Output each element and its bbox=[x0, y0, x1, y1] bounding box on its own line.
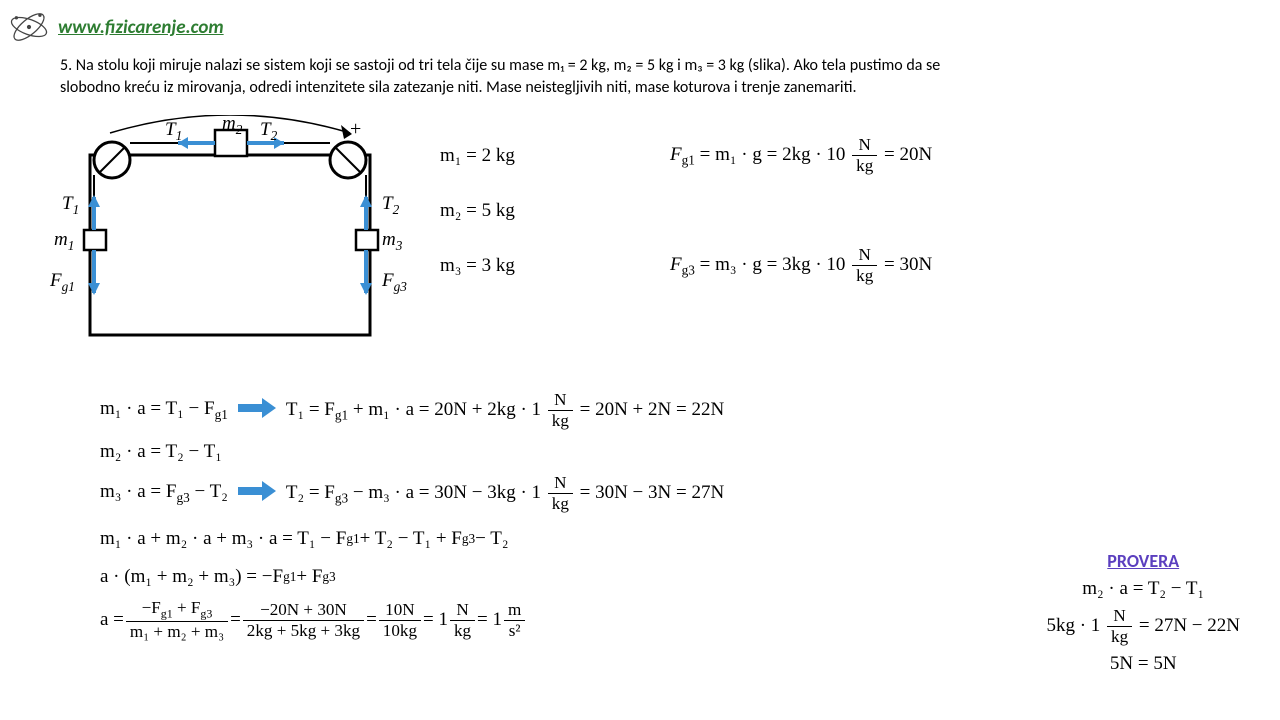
logo-icon bbox=[8, 6, 50, 48]
equation-newton-m1: m₁ · a = T₁ − Fg1 T₁ = Fg1 + m₁ · a = 20… bbox=[100, 390, 724, 431]
given-m2: m₂ = 5 kg bbox=[440, 200, 515, 222]
equation-newton-m3: m₃ · a = Fg3 − T₂ T₂ = Fg3 − m₃ · a = 30… bbox=[100, 473, 724, 514]
verification-line-3: 5N = 5N bbox=[1046, 653, 1240, 675]
positive-direction-label: + bbox=[350, 118, 361, 141]
equation-fg3: Fg3 = m₃ · g = 3kg · 10 Nkg = 30N bbox=[670, 245, 932, 286]
equation-fg1: Fg1 = m₁ · g = 2kg · 10 Nkg = 20N bbox=[670, 135, 932, 176]
arrow-right-icon bbox=[238, 481, 276, 507]
problem-statement: 5. Na stolu koji miruje nalazi se sistem… bbox=[60, 55, 1250, 98]
equation-sum: m₁ · a + m₂ · a + m₃ · a = T₁ − Fg1 + T₂… bbox=[100, 528, 724, 550]
verification-line-1: m₂ · a = T₂ − T₁ bbox=[1046, 578, 1240, 600]
verification-line-2: 5kg · 1 Nkg = 27N − 22N bbox=[1046, 606, 1240, 647]
label-fg1: Fg1 bbox=[50, 270, 75, 295]
label-m1: m1 bbox=[54, 229, 74, 254]
equation-newton-m2: m₂ · a = T₂ − T₁ bbox=[100, 441, 724, 463]
derivation-block: m₁ · a = T₁ − Fg1 T₁ = Fg1 + m₁ · a = 20… bbox=[100, 390, 724, 652]
label-t1-top: T1 bbox=[165, 119, 182, 144]
site-url: www.fizicarenje.com bbox=[58, 16, 224, 39]
arrow-right-icon bbox=[238, 398, 276, 424]
equation-simplified: a · (m₁ + m₂ + m₃) = −Fg1 + Fg3 bbox=[100, 566, 724, 588]
label-m2: m2 bbox=[222, 113, 242, 138]
equation-acceleration: a = −Fg1 + Fg3 m₁ + m₂ + m₃ = −20N + 30N… bbox=[100, 598, 724, 642]
page-header: www.fizicarenje.com bbox=[8, 6, 224, 48]
given-m3: m₃ = 3 kg bbox=[440, 255, 515, 277]
verification-block: PROVERA m₂ · a = T₂ − T₁ 5kg · 1 Nkg = 2… bbox=[1046, 550, 1240, 681]
verification-title: PROVERA bbox=[1046, 550, 1240, 572]
label-t2-right: T2 bbox=[382, 193, 399, 218]
label-t2-top: T2 bbox=[260, 119, 277, 144]
label-fg3: Fg3 bbox=[382, 270, 407, 295]
physics-diagram: m2 T1 T2 T1 T2 m1 m3 Fg1 Fg3 bbox=[50, 115, 410, 345]
label-m3: m3 bbox=[382, 229, 402, 254]
given-m1: m₁ = 2 kg bbox=[440, 145, 515, 167]
problem-line-1: 5. Na stolu koji miruje nalazi se sistem… bbox=[60, 56, 940, 75]
label-t1-left: T1 bbox=[62, 193, 79, 218]
problem-line-2: slobodno kreću iz mirovanja, odredi inte… bbox=[60, 78, 857, 97]
